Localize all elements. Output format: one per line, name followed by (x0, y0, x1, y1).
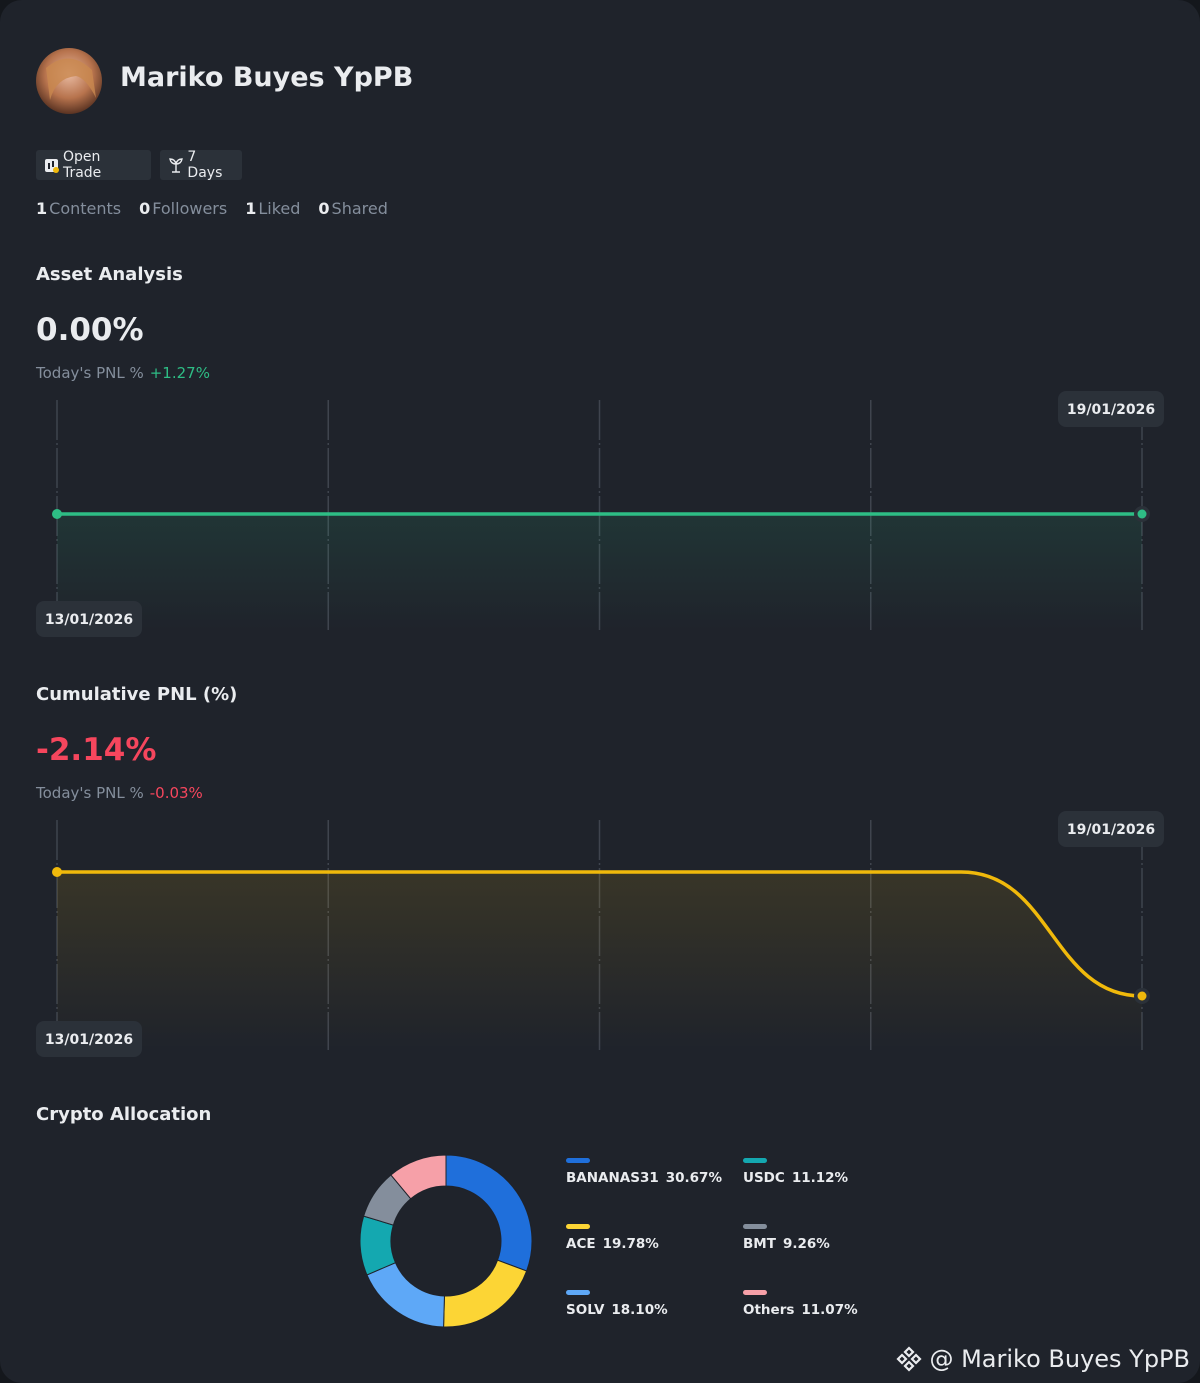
legend-value: 11.12% (792, 1170, 849, 1186)
today-change: +1.27% (149, 364, 210, 382)
line-chart: 13/01/2026 19/01/2026 (36, 391, 1164, 637)
date-tag (1058, 391, 1164, 427)
date-label: 19/01/2026 (1067, 402, 1155, 418)
date-tag (36, 601, 142, 637)
section-title: Asset Analysis (36, 264, 183, 285)
stat-label: Liked (258, 199, 301, 218)
stats: 1 Contents 0 Followers 1 Liked 0 Shared (36, 199, 388, 218)
date-tag (36, 1021, 142, 1057)
donut-slice (366, 1262, 445, 1328)
legend-value: 9.26% (783, 1236, 830, 1252)
section-title: Crypto Allocation (36, 1104, 212, 1125)
legend-entry: ACE 19.78% (566, 1236, 659, 1252)
stat-number: 1 (245, 199, 257, 218)
stat: 1 Contents (36, 199, 121, 218)
legend-swatch (743, 1224, 767, 1229)
stat: 1 Liked (245, 199, 300, 218)
legend-entry: USDC 11.12% (743, 1170, 849, 1186)
legend-name: ACE (566, 1236, 596, 1252)
logo (896, 1346, 923, 1372)
legend-entry: SOLV 18.10% (566, 1302, 668, 1318)
badge: Open Trade (36, 149, 151, 181)
big-value: -2.14% (36, 732, 157, 768)
legend-swatch (566, 1224, 590, 1229)
point (52, 509, 62, 519)
legend-swatch (566, 1290, 590, 1295)
donut-chart: BANANAS31 30.67% ACE 19.78% SOLV 18.10% USDC 11… (359, 1154, 858, 1328)
area (57, 872, 1142, 1050)
legend-value: 30.67% (666, 1170, 723, 1186)
donut-slice (443, 1259, 528, 1328)
stat-number: 1 (36, 199, 48, 218)
legend-entry: Others 11.07% (743, 1302, 858, 1318)
point (52, 867, 62, 877)
stat: 0 Shared (318, 199, 387, 218)
legend-swatch (743, 1158, 767, 1163)
today-pnl: Today's PNL % +1.27% (36, 364, 210, 382)
legend-value: 19.78% (603, 1236, 660, 1252)
point (1137, 991, 1147, 1001)
badge: 7 Days (160, 149, 242, 181)
avatar (36, 48, 102, 114)
point (1137, 509, 1147, 519)
donut-slice (445, 1154, 533, 1272)
legend-name: SOLV (566, 1302, 605, 1318)
today-change: -0.03% (149, 784, 203, 802)
today-pnl: Today's PNL % -0.03% (36, 784, 203, 802)
date-label: 13/01/2026 (45, 1032, 133, 1048)
legend-value: 18.10% (611, 1302, 668, 1318)
legend-swatch (566, 1158, 590, 1163)
stat-label: Contents (49, 199, 122, 218)
date-label: 13/01/2026 (45, 612, 133, 628)
big-value: 0.00% (36, 312, 144, 348)
watermark: @ Mariko Buyes YpPB (895, 1345, 1190, 1373)
legend-name: BANANAS31 (566, 1170, 659, 1186)
stat-number: 0 (139, 199, 151, 218)
date-label: 19/01/2026 (1067, 822, 1155, 838)
today-label: Today's PNL % (36, 364, 144, 382)
legend-swatch (743, 1290, 767, 1295)
badge-icon (45, 158, 59, 173)
section-title: Cumulative PNL (%) (36, 684, 238, 705)
watermark-text: @ Mariko Buyes YpPB (929, 1345, 1190, 1373)
stat-number: 0 (318, 199, 330, 218)
legend-name: USDC (743, 1170, 785, 1186)
badge-text: 7 Days (187, 149, 223, 181)
legend-value: 11.07% (801, 1302, 858, 1318)
profile-name: Mariko Buyes YpPB (120, 62, 414, 93)
stat-label: Shared (331, 199, 388, 218)
date-tag (1058, 811, 1164, 847)
line-chart: 13/01/2026 19/01/2026 (36, 811, 1164, 1057)
stat-label: Followers (152, 199, 228, 218)
legend-name: Others (743, 1302, 794, 1318)
legend-entry: BANANAS31 30.67% (566, 1170, 722, 1186)
badge-text: Open Trade (62, 149, 102, 181)
donut-slice (390, 1154, 447, 1200)
badge-icon (169, 157, 183, 173)
legend-entry: BMT 9.26% (743, 1236, 830, 1252)
today-label: Today's PNL % (36, 784, 144, 802)
stat: 0 Followers (139, 199, 227, 218)
line (57, 870, 1143, 998)
area (57, 514, 1142, 630)
legend-name: BMT (743, 1236, 777, 1252)
